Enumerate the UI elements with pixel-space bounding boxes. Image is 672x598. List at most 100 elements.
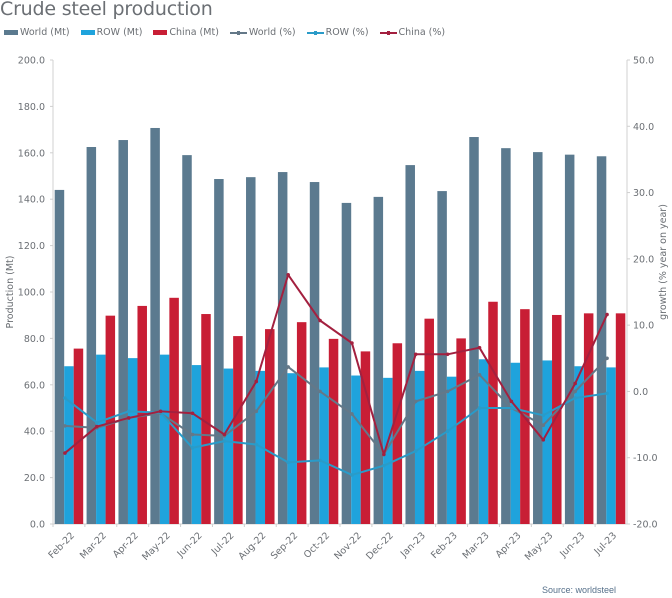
point-china bbox=[413, 352, 418, 357]
x-tick-label: Jul-22 bbox=[209, 530, 237, 558]
point-china bbox=[63, 451, 67, 455]
bar-world-mt bbox=[214, 179, 224, 525]
bar-row-mt bbox=[64, 366, 74, 524]
bar-china-mt bbox=[424, 318, 434, 524]
bar-row-mt bbox=[319, 367, 329, 524]
legend-item-china-mt: China (Mt) bbox=[153, 27, 219, 38]
x-tick-label: Jun-23 bbox=[557, 530, 587, 560]
right-tick-label: 20.0 bbox=[633, 254, 654, 265]
x-tick-label: May-22 bbox=[140, 530, 173, 563]
bar-china-mt bbox=[233, 336, 243, 524]
bar-row-mt bbox=[127, 358, 138, 524]
legend-swatch-world-pct bbox=[229, 30, 247, 35]
left-tick-label: 100.0 bbox=[18, 288, 45, 299]
point-row bbox=[286, 460, 290, 465]
legend-swatch-world-mt bbox=[4, 30, 18, 35]
bar-china-mt bbox=[169, 297, 179, 524]
x-tick-label: Jan-23 bbox=[398, 530, 428, 560]
left-axis-title: Production (Mt) bbox=[5, 256, 16, 329]
bar-row-mt bbox=[510, 362, 521, 524]
point-china bbox=[382, 452, 386, 457]
point-world bbox=[63, 424, 67, 428]
point-china bbox=[95, 424, 99, 429]
point-world bbox=[413, 399, 418, 404]
bar-row-mt bbox=[159, 354, 170, 524]
legend: World (Mt) ROW (Mt) China (Mt) World (%)… bbox=[4, 27, 445, 38]
line-world bbox=[64, 357, 608, 456]
bar-world-mt bbox=[437, 191, 447, 524]
bar-world-mt bbox=[501, 148, 511, 524]
legend-label: ROW (Mt) bbox=[96, 27, 143, 38]
axes bbox=[50, 59, 630, 527]
point-row bbox=[477, 406, 482, 410]
left-tick-label: 40.0 bbox=[24, 427, 45, 438]
bar-china-mt bbox=[583, 313, 594, 524]
bar-world-mt bbox=[405, 165, 415, 524]
point-world bbox=[541, 423, 546, 428]
right-tick-label: 10.0 bbox=[633, 321, 654, 332]
x-tick-label: Mar-23 bbox=[461, 530, 492, 561]
point-china bbox=[541, 438, 546, 442]
x-tick-label: Apr-23 bbox=[494, 530, 524, 560]
point-china bbox=[509, 399, 514, 404]
bar-world-mt bbox=[246, 177, 256, 524]
bar-china-mt bbox=[328, 338, 339, 524]
bar-row-mt bbox=[446, 376, 457, 524]
point-china bbox=[477, 345, 482, 350]
point-row bbox=[382, 463, 386, 468]
bar-world-mt bbox=[309, 182, 320, 525]
legend-label: World (%) bbox=[248, 27, 296, 38]
bar-row-mt bbox=[351, 375, 361, 524]
point-world bbox=[190, 432, 195, 437]
point-row bbox=[190, 445, 195, 450]
bar-row-mt bbox=[542, 360, 553, 524]
legend-item-world-pct: World (%) bbox=[229, 27, 296, 38]
bar-china-mt bbox=[201, 314, 211, 524]
point-china bbox=[573, 381, 577, 386]
left-tick-label: 180.0 bbox=[18, 102, 45, 113]
point-row bbox=[222, 439, 227, 443]
bar-china-mt bbox=[105, 315, 116, 524]
x-tick-label: Feb-22 bbox=[46, 530, 77, 561]
bar-world-mt bbox=[596, 156, 607, 524]
x-tick-label: Jun-22 bbox=[175, 530, 205, 560]
right-tick-label: 40.0 bbox=[633, 122, 654, 133]
legend-swatch-row-pct bbox=[306, 30, 324, 35]
left-tick-label: 20.0 bbox=[24, 473, 45, 484]
legend-label: ROW (%) bbox=[325, 27, 369, 38]
bars bbox=[54, 127, 626, 525]
left-tick-label: 80.0 bbox=[24, 334, 45, 345]
point-china bbox=[445, 352, 450, 357]
right-tick-label: 30.0 bbox=[633, 188, 654, 199]
bar-row-mt bbox=[96, 354, 106, 524]
left-tick-label: 0.0 bbox=[30, 520, 45, 531]
bar-china-mt bbox=[456, 338, 466, 524]
bar-world-mt bbox=[182, 155, 192, 524]
point-world bbox=[286, 365, 290, 369]
point-row bbox=[541, 413, 546, 418]
x-tick-label: Mar-22 bbox=[78, 530, 109, 561]
point-world bbox=[254, 409, 259, 414]
x-tick-label: Jul-23 bbox=[592, 530, 620, 558]
bar-row-mt bbox=[606, 367, 616, 524]
point-china bbox=[605, 312, 609, 317]
bar-china-mt bbox=[296, 322, 307, 524]
point-china bbox=[286, 272, 290, 277]
bar-world-mt bbox=[118, 140, 128, 525]
bar-row-mt bbox=[287, 373, 297, 524]
bar-china-mt bbox=[552, 314, 562, 524]
point-china bbox=[222, 432, 227, 437]
point-row bbox=[126, 409, 131, 414]
legend-item-row-pct: ROW (%) bbox=[306, 27, 369, 38]
legend-item-world-mt: World (Mt) bbox=[4, 27, 70, 38]
point-row bbox=[573, 396, 577, 400]
left-tick-label: 120.0 bbox=[18, 241, 45, 252]
legend-label: China (%) bbox=[398, 27, 446, 38]
x-tick-label: Aug-22 bbox=[237, 530, 269, 562]
point-row bbox=[254, 442, 259, 447]
legend-label: China (Mt) bbox=[169, 27, 219, 38]
legend-swatch-china-pct bbox=[379, 30, 397, 35]
bar-world-mt bbox=[341, 202, 352, 525]
right-axis-title: growth (% year on year) bbox=[658, 204, 669, 320]
